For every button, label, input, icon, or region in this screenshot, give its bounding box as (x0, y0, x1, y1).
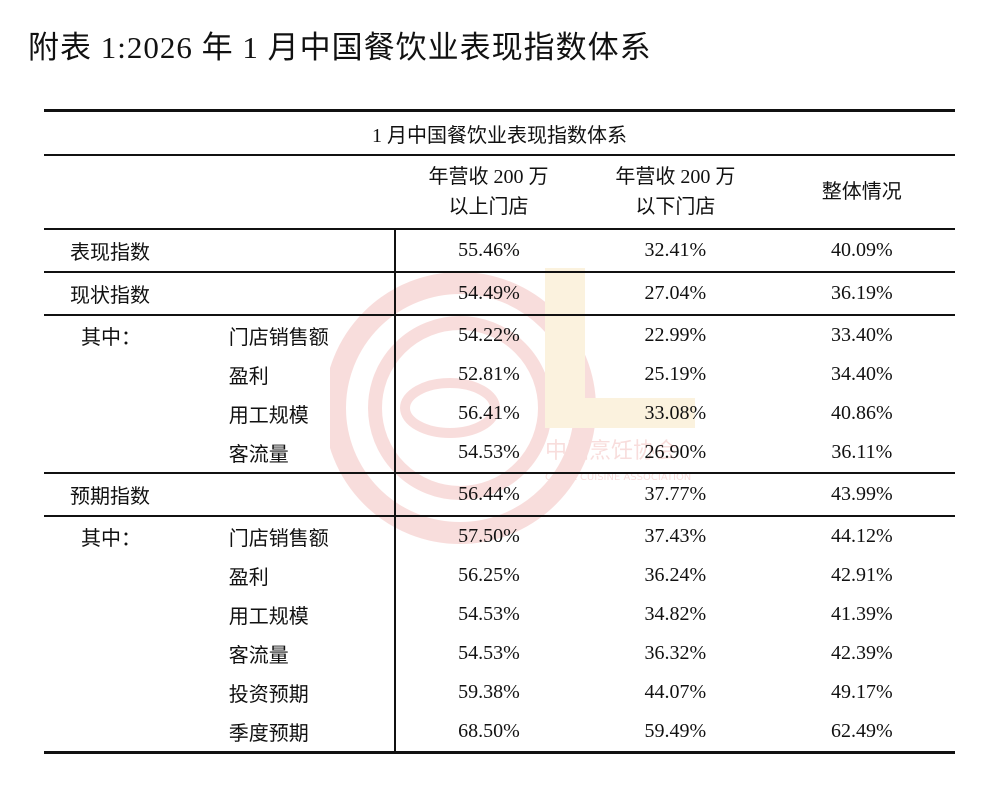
table-row: 预期指数 56.44% 37.77% 43.99% (44, 473, 955, 517)
value-cell: 37.43% (644, 525, 707, 547)
row-label: 盈利 (225, 556, 396, 595)
value-cell: 41.39% (830, 603, 893, 625)
value-cell: 44.07% (644, 681, 707, 703)
value-cell: 36.24% (644, 564, 707, 586)
value-cell: 52.81% (458, 363, 520, 385)
header-overall: 整体情况 (768, 155, 955, 230)
value-cell: 25.19% (644, 363, 707, 385)
value-cell: 54.49% (394, 272, 583, 316)
value-cell: 54.53% (458, 603, 520, 625)
table-caption-row: 1 月中国餐饮业表现指数体系 (44, 109, 955, 156)
table-row: 其中： 门店销售额 57.50% 37.43% 44.12% (44, 516, 955, 556)
row-group-label: 其中： (81, 327, 141, 349)
row-group-label (44, 433, 226, 474)
value-cell: 32.41% (582, 229, 769, 273)
value-cell: 43.99% (768, 473, 955, 517)
value-cell: 57.50% (458, 525, 520, 547)
table-row: 客流量 54.53% 36.32% 42.39% (44, 634, 955, 673)
value-cell: 26.90% (582, 433, 769, 474)
table-caption: 1 月中国餐饮业表现指数体系 (44, 109, 955, 156)
value-cell: 40.86% (830, 402, 893, 424)
table-row: 盈利 56.25% 36.24% 42.91% (44, 556, 955, 595)
value-cell: 49.17% (830, 681, 893, 703)
value-cell: 37.77% (582, 473, 769, 517)
value-cell: 22.99% (644, 324, 707, 346)
header-below-2m: 年营收 200 万以下门店 (582, 155, 769, 230)
value-cell: 56.25% (458, 564, 520, 586)
row-label: 盈利 (225, 355, 396, 394)
value-cell: 36.32% (644, 642, 707, 664)
value-cell: 68.50% (394, 712, 583, 754)
value-cell: 59.38% (458, 681, 520, 703)
header-above-2m: 年营收 200 万以上门店 (394, 155, 583, 230)
table-header-row: 年营收 200 万以上门店 年营收 200 万以下门店 整体情况 (44, 155, 955, 230)
table-row: 其中： 门店销售额 54.22% 22.99% 33.40% (44, 315, 955, 355)
value-cell: 56.41% (458, 402, 520, 424)
row-label: 用工规模 (225, 595, 396, 634)
value-cell: 62.49% (768, 712, 955, 754)
row-group-label (44, 556, 226, 595)
value-cell: 34.40% (830, 363, 893, 385)
value-cell: 54.53% (394, 433, 583, 474)
row-label: 表现指数 (44, 229, 226, 273)
table-row: 现状指数 54.49% 27.04% 36.19% (44, 272, 955, 316)
row-group-label (44, 355, 226, 394)
value-cell: 33.40% (830, 324, 893, 346)
row-group-label (44, 394, 226, 433)
row-label: 用工规模 (225, 394, 396, 433)
page-title: 附表 1:2026 年 1 月中国餐饮业表现指数体系 (28, 30, 652, 65)
value-cell: 59.49% (582, 712, 769, 754)
value-cell: 54.53% (458, 642, 520, 664)
value-cell: 56.44% (394, 473, 583, 517)
row-label: 现状指数 (44, 272, 226, 316)
value-cell: 55.46% (394, 229, 583, 273)
row-label: 门店销售额 (225, 315, 396, 355)
table-row: 季度预期 68.50% 59.49% 62.49% (44, 712, 955, 754)
row-label: 预期指数 (44, 473, 226, 517)
value-cell: 44.12% (830, 525, 893, 547)
row-label: 客流量 (225, 634, 396, 673)
value-cell: 36.19% (768, 272, 955, 316)
index-table: 1 月中国餐饮业表现指数体系 年营收 200 万以上门店 年营收 200 万以下… (44, 109, 955, 754)
row-label: 客流量 (225, 433, 396, 474)
value-cell: 36.11% (768, 433, 955, 474)
value-cell: 33.08% (644, 402, 707, 424)
table-row: 用工规模 54.53% 34.82% 41.39% (44, 595, 955, 634)
table-row: 用工规模 56.41% 33.08% 40.86% (44, 394, 955, 433)
row-group-label (44, 595, 226, 634)
value-cell: 54.22% (458, 324, 520, 346)
value-cell: 40.09% (768, 229, 955, 273)
row-label: 门店销售额 (225, 516, 396, 556)
table-row: 表现指数 55.46% 32.41% 40.09% (44, 229, 955, 273)
row-group-label: 其中： (81, 528, 141, 550)
value-cell: 34.82% (644, 603, 707, 625)
row-label: 季度预期 (225, 712, 396, 754)
value-cell: 42.39% (830, 642, 893, 664)
value-cell: 42.91% (830, 564, 893, 586)
value-cell: 27.04% (582, 272, 769, 316)
table-row: 投资预期 59.38% 44.07% 49.17% (44, 673, 955, 712)
row-label: 投资预期 (225, 673, 396, 712)
row-group-label (44, 634, 226, 673)
table-row: 盈利 52.81% 25.19% 34.40% (44, 355, 955, 394)
table-row: 客流量 54.53% 26.90% 36.11% (44, 433, 955, 474)
row-group-label (44, 712, 226, 754)
row-group-label (44, 673, 226, 712)
